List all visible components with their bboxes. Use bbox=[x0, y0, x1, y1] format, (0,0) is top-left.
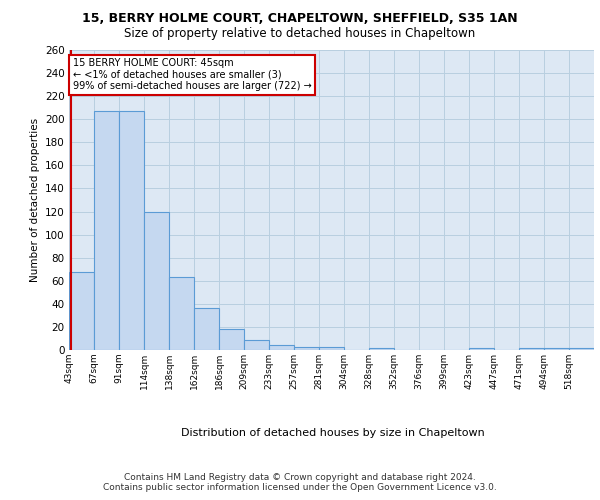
Text: Distribution of detached houses by size in Chapeltown: Distribution of detached houses by size … bbox=[181, 428, 485, 438]
Bar bbox=[194, 308, 219, 350]
Bar bbox=[544, 348, 569, 350]
Bar bbox=[469, 348, 494, 350]
Text: Contains HM Land Registry data © Crown copyright and database right 2024.
Contai: Contains HM Land Registry data © Crown c… bbox=[103, 472, 497, 492]
Bar bbox=[519, 348, 544, 350]
Bar bbox=[94, 111, 119, 350]
Bar bbox=[169, 278, 194, 350]
Bar bbox=[144, 212, 169, 350]
Bar bbox=[569, 348, 594, 350]
Text: 15 BERRY HOLME COURT: 45sqm
← <1% of detached houses are smaller (3)
99% of semi: 15 BERRY HOLME COURT: 45sqm ← <1% of det… bbox=[73, 58, 311, 92]
Bar bbox=[319, 346, 344, 350]
Bar bbox=[219, 329, 244, 350]
Bar bbox=[69, 272, 94, 350]
Text: 15, BERRY HOLME COURT, CHAPELTOWN, SHEFFIELD, S35 1AN: 15, BERRY HOLME COURT, CHAPELTOWN, SHEFF… bbox=[82, 12, 518, 26]
Bar bbox=[244, 340, 269, 350]
Bar bbox=[294, 346, 319, 350]
Bar bbox=[119, 111, 144, 350]
Y-axis label: Number of detached properties: Number of detached properties bbox=[29, 118, 40, 282]
Bar bbox=[269, 346, 294, 350]
Bar bbox=[369, 348, 394, 350]
Text: Size of property relative to detached houses in Chapeltown: Size of property relative to detached ho… bbox=[124, 28, 476, 40]
